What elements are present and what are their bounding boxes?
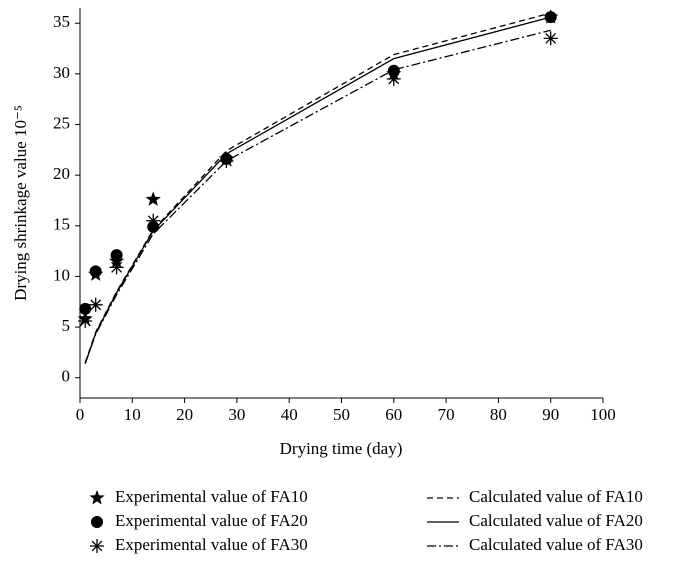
x-tick-label: 100 — [590, 405, 616, 424]
circle-marker — [91, 516, 103, 528]
asterisk-marker — [109, 260, 124, 275]
circle-marker — [79, 302, 92, 315]
line — [84, 12, 551, 363]
x-tick-label: 40 — [281, 405, 298, 424]
y-tick-label: 5 — [62, 316, 71, 335]
y-tick-label: 15 — [53, 215, 70, 234]
asterisk-marker — [78, 314, 93, 329]
circle-marker — [387, 64, 400, 77]
x-tick-label: 30 — [228, 405, 245, 424]
x-tick-label: 20 — [176, 405, 193, 424]
x-tick-label: 90 — [542, 405, 559, 424]
x-tick-label: 50 — [333, 405, 350, 424]
star-marker — [145, 191, 161, 206]
y-tick-label: 20 — [53, 164, 70, 183]
asterisk-marker — [88, 297, 103, 312]
y-axis-label: Drying shrinkage value 10⁻⁵ — [11, 105, 30, 301]
x-tick-label: 60 — [385, 405, 402, 424]
y-tick-label: 0 — [62, 367, 71, 386]
x-tick-label: 70 — [438, 405, 455, 424]
asterisk-marker — [543, 31, 558, 46]
x-tick-label: 0 — [76, 405, 85, 424]
legend-label: Calculated value of FA10 — [469, 487, 643, 506]
circle-marker — [110, 249, 123, 262]
legend-label: Calculated value of FA20 — [469, 511, 643, 530]
legend-label: Experimental value of FA10 — [115, 487, 308, 506]
line — [84, 16, 551, 364]
y-tick-label: 30 — [53, 63, 70, 82]
y-tick-label: 35 — [53, 12, 70, 31]
y-tick-label: 10 — [53, 265, 70, 284]
asterisk-marker — [386, 71, 401, 86]
legend-label: Experimental value of FA30 — [115, 535, 308, 554]
legend-label: Experimental value of FA20 — [115, 511, 308, 530]
asterisk-marker — [90, 539, 104, 553]
legend-label: Calculated value of FA30 — [469, 535, 643, 554]
star-marker — [89, 490, 105, 505]
x-tick-label: 10 — [124, 405, 141, 424]
asterisk-marker — [146, 213, 161, 228]
circle-marker — [89, 265, 102, 278]
x-tick-label: 80 — [490, 405, 507, 424]
y-tick-label: 25 — [53, 113, 70, 132]
x-axis-label: Drying time (day) — [280, 439, 403, 458]
